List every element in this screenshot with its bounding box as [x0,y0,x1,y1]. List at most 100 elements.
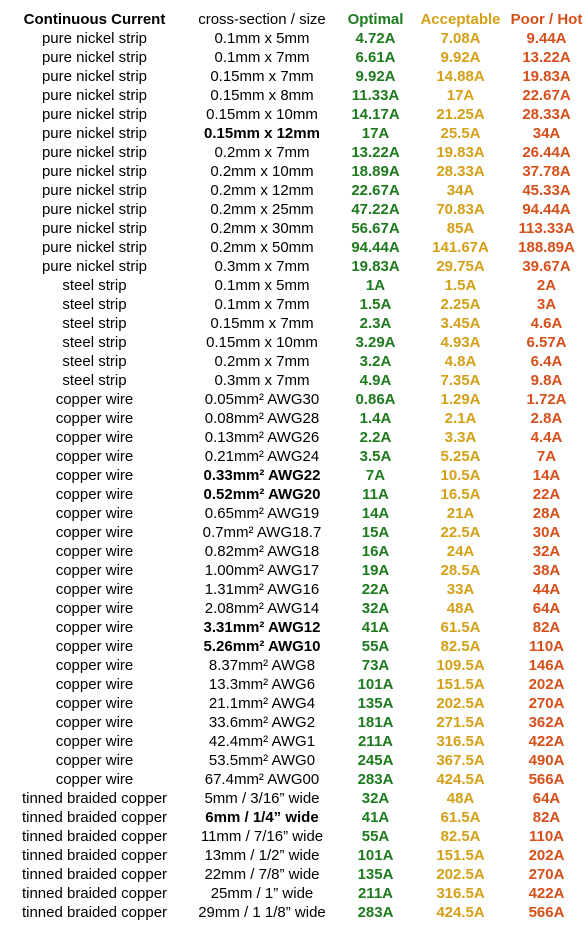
acceptable-current-cell: 48A [446,600,475,617]
optimal-current-cell: 6.61A [355,49,396,66]
conductor-type-cell: copper wire [55,543,134,560]
table-row: copper wire 42.4mm² AWG1 211A 316.5A 422A [1,732,587,751]
optimal-current-cell: 17A [361,125,390,142]
poor-hot-current-cell: 9.8A [530,372,563,389]
poor-hot-current-cell: 362A [528,714,565,731]
poor-hot-current-cell: 28A [532,505,561,522]
cross-section-cell: 0.3mm x 7mm [214,258,310,275]
cross-section-cell: 0.05mm² AWG30 [204,391,320,408]
cross-section-cell: 0.2mm x 50mm [210,239,314,256]
conductor-type-cell: copper wire [55,657,134,674]
acceptable-current-cell: 7.08A [440,30,481,47]
conductor-type-cell: tinned braided copper [21,847,168,864]
cross-section-cell: 33.6mm² AWG2 [208,714,316,731]
cross-section-cell: 13mm / 1/2” wide [204,847,320,864]
poor-hot-current-cell: 113.33A [518,220,575,237]
table-row: pure nickel strip 0.2mm x 30mm 56.67A 85A 11… [1,219,587,238]
acceptable-current-cell: 2.1A [444,410,477,427]
table-row: copper wire 0.82mm² AWG18 16A 24A 32A [1,542,587,561]
cross-section-cell: 1.00mm² AWG17 [204,562,320,579]
cross-section-cell: 0.2mm x 30mm [210,220,314,237]
acceptable-current-cell: 9.92A [440,49,481,66]
cross-section-cell: 3.31mm² AWG12 [203,619,321,636]
optimal-current-cell: 47.22A [351,201,400,218]
poor-hot-current-cell: 34A [532,125,561,142]
header-row: Continuous Current cross-section / size … [1,10,587,29]
table-row: copper wire 0.05mm² AWG30 0.86A 1.29A 1.72A [1,390,587,409]
table-row: tinned braided copper 29mm / 1 1/8” wide 2… [1,903,587,922]
acceptable-current-cell: 5.25A [440,448,481,465]
poor-hot-current-cell: 3A [536,296,557,313]
cross-section-cell: 0.15mm x 7mm [210,68,314,85]
optimal-current-cell: 19.83A [351,258,400,275]
poor-hot-current-cell: 44A [532,581,561,598]
conductor-type-cell: pure nickel strip [41,144,148,161]
cross-section-cell: 5.26mm² AWG10 [203,638,321,655]
conductor-type-cell: copper wire [55,600,134,617]
table-row: pure nickel strip 0.2mm x 50mm 94.44A 141.6… [1,238,587,257]
table-header: Continuous Current cross-section / size … [1,10,587,29]
table-row: steel strip 0.3mm x 7mm 4.9A 7.35A 9.8A [1,371,587,390]
optimal-current-cell: 135A [357,695,394,712]
table-row: copper wire 21.1mm² AWG4 135A 202.5A 270A [1,694,587,713]
poor-hot-current-cell: 566A [528,904,565,921]
optimal-current-cell: 14.17A [351,106,400,123]
acceptable-current-cell: 10.5A [440,467,481,484]
poor-hot-current-cell: 28.33A [522,106,571,123]
optimal-current-cell: 14A [361,505,390,522]
optimal-current-cell: 4.72A [355,30,396,47]
optimal-current-cell: 41A [361,619,390,636]
acceptable-current-cell: 85A [446,220,475,237]
acceptable-current-cell: 34A [446,182,475,199]
acceptable-current-cell: 3.45A [440,315,481,332]
conductor-type-cell: copper wire [55,714,134,731]
optimal-current-cell: 55A [361,828,390,845]
cross-section-cell: 0.82mm² AWG18 [204,543,320,560]
table-row: pure nickel strip 0.15mm x 7mm 9.92A 14.88A… [1,67,587,86]
optimal-current-cell: 245A [357,752,394,769]
optimal-current-cell: 211A [357,733,394,750]
table-row: pure nickel strip 0.15mm x 12mm 17A 25.5A 34… [1,124,587,143]
header-cross-section: cross-section / size [198,11,326,28]
optimal-current-cell: 41A [361,809,390,826]
acceptable-current-cell: 28.5A [440,562,481,579]
optimal-current-cell: 2.2A [359,429,392,446]
cross-section-cell: 2.08mm² AWG14 [204,600,320,617]
poor-hot-current-cell: 37.78A [522,163,571,180]
table-row: pure nickel strip 0.2mm x 25mm 47.22A 70.83… [1,200,587,219]
table-row: steel strip 0.15mm x 10mm 3.29A 4.93A 6.57A [1,333,587,352]
cross-section-cell: 67.4mm² AWG00 [204,771,320,788]
table-row: steel strip 0.15mm x 7mm 2.3A 3.45A 4.6A [1,314,587,333]
cross-section-cell: 53.5mm² AWG0 [208,752,316,769]
poor-hot-current-cell: 202A [528,847,565,864]
optimal-current-cell: 22.67A [351,182,400,199]
acceptable-current-cell: 4.8A [444,353,477,370]
cross-section-cell: 0.13mm² AWG26 [204,429,320,446]
table-row: copper wire 0.52mm² AWG20 11A 16.5A 22A [1,485,587,504]
poor-hot-current-cell: 22.67A [522,87,571,104]
cross-section-cell: 5mm / 3/16” wide [204,790,320,807]
optimal-current-cell: 1A [365,277,386,294]
acceptable-current-cell: 61.5A [440,809,481,826]
acceptable-current-cell: 424.5A [436,904,485,921]
cross-section-cell: 8.37mm² AWG8 [208,657,316,674]
table-row: copper wire 1.00mm² AWG17 19A 28.5A 38A [1,561,587,580]
optimal-current-cell: 11.33A [351,87,400,104]
acceptable-current-cell: 271.5A [436,714,485,731]
optimal-current-cell: 181A [357,714,394,731]
table-row: tinned braided copper 11mm / 7/16” wide 55… [1,827,587,846]
cross-section-cell: 0.2mm x 7mm [214,144,310,161]
acceptable-current-cell: 316.5A [436,733,485,750]
acceptable-current-cell: 21A [446,505,475,522]
acceptable-current-cell: 151.5A [436,847,485,864]
optimal-current-cell: 32A [361,600,390,617]
table-row: tinned braided copper 6mm / 1/4” wide 41A 6… [1,808,587,827]
poor-hot-current-cell: 2.8A [530,410,563,427]
optimal-current-cell: 283A [357,771,394,788]
cross-section-cell: 0.2mm x 25mm [210,201,314,218]
table-row: pure nickel strip 0.2mm x 10mm 18.89A 28.33… [1,162,587,181]
acceptable-current-cell: 82.5A [440,828,481,845]
optimal-current-cell: 3.2A [359,353,392,370]
header-continuous-current: Continuous Current [23,11,166,28]
poor-hot-current-cell: 14A [532,467,561,484]
